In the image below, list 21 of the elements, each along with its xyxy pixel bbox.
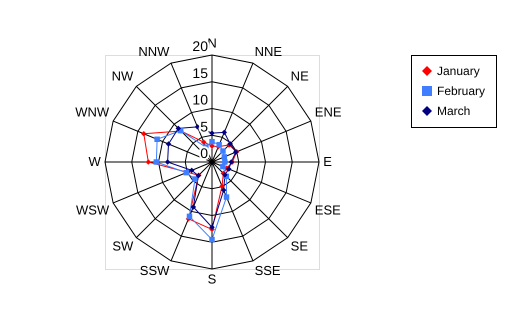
spoke-label: E	[323, 154, 332, 169]
legend-label: February	[437, 84, 486, 98]
spoke-label: S	[208, 271, 217, 286]
spoke-label: NE	[290, 68, 310, 84]
spoke-label: ENE	[314, 104, 342, 120]
spoke-label: SSE	[254, 262, 281, 278]
y-tick-label: 15	[192, 64, 208, 81]
spoke-label: SE	[290, 238, 308, 254]
y-tick-label: 20	[192, 38, 208, 54]
spoke-label: NW	[112, 68, 134, 84]
spoke-label: NNE	[254, 44, 282, 60]
spoke-label: SSW	[140, 262, 170, 278]
y-tick-label: 10	[192, 92, 208, 108]
spoke-label: WNW	[75, 104, 110, 120]
legend-label: January	[437, 64, 480, 78]
legend-label: March	[437, 104, 470, 118]
spoke-label: NNW	[138, 44, 170, 60]
spoke-label: SW	[112, 238, 134, 254]
spoke-label: W	[88, 154, 102, 169]
spoke-label: WSW	[76, 202, 110, 218]
spoke-label: ESE	[314, 202, 342, 218]
